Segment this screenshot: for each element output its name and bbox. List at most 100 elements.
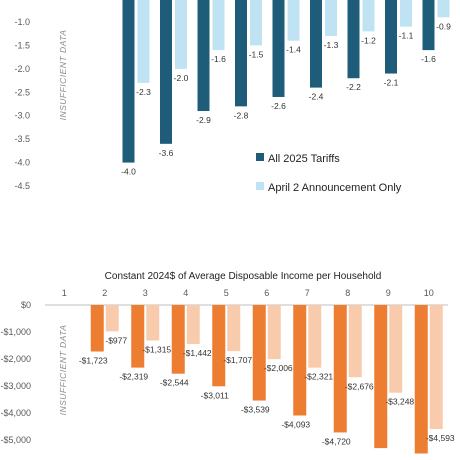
- bottom-data-labels: -$1,723 -$977 -$2,319 -$1,315 -$2,544 -$1,442…: [79, 335, 455, 446]
- top-y-tick-4-5: -4.5: [14, 181, 30, 191]
- bottom-bar-april2-7: [308, 305, 322, 368]
- top-label-all-tariffs-8: -2.2: [346, 82, 361, 92]
- bottom-chart: Constant 2024$ of Average Disposable Inc…: [0, 271, 455, 454]
- top-bar-all-tariffs-5: [235, 0, 247, 107]
- top-bar-april2-6: [287, 0, 300, 41]
- top-label-april2-3: -2.0: [174, 73, 189, 83]
- top-label-all-tariffs-7: -2.4: [309, 92, 324, 102]
- bottom-bars: [90, 305, 443, 454]
- top-label-april2-9: -1.1: [399, 31, 414, 41]
- bottom-category-2: 2: [102, 288, 107, 298]
- bottom-category-9: 9: [386, 288, 391, 298]
- top-bar-april2-9: [400, 0, 412, 27]
- bottom-y-tick-4-000: -$4,000: [0, 408, 31, 418]
- top-label-all-tariffs-4: -2.9: [196, 115, 211, 125]
- bottom-bar-all-tariffs-8: [333, 305, 347, 433]
- bottom-label-april2-7: -$2,321: [304, 372, 333, 382]
- bottom-bar-april2-3: [146, 305, 160, 341]
- bottom-bar-all-tariffs-7: [293, 305, 307, 416]
- bottom-label-april2-9: -$3,248: [385, 397, 414, 407]
- bottom-bar-all-tariffs-6: [252, 305, 266, 401]
- top-bar-april2-3: [175, 0, 187, 69]
- top-label-all-tariffs-3: -3.6: [159, 148, 174, 158]
- top-bar-all-tariffs-10: [422, 0, 435, 51]
- top-insufficient-data-note: INSUFFICIENT DATA: [58, 30, 68, 121]
- top-y-tick-3-0: -3.0: [14, 111, 30, 121]
- top-bar-all-tariffs-7: [310, 0, 322, 88]
- bottom-bar-april2-8: [348, 305, 362, 378]
- top-bar-april2-10: [437, 0, 450, 18]
- bottom-bar-all-tariffs-5: [212, 305, 226, 387]
- bottom-chart-title: Constant 2024$ of Average Disposable Inc…: [105, 271, 382, 282]
- top-y-tick-1-5: -1.5: [14, 40, 30, 50]
- legend-label-all-tariffs: All 2025 Tariffs: [268, 153, 340, 165]
- bottom-y-tick-1-000: -$1,000: [0, 327, 31, 337]
- bottom-bar-april2-5: [227, 305, 241, 352]
- top-label-april2-5: -1.5: [249, 49, 264, 59]
- bottom-label-all-tariffs-6: -$3,539: [241, 405, 270, 415]
- bottom-bar-april2-2: [105, 305, 119, 332]
- top-bar-all-tariffs-4: [197, 0, 210, 112]
- top-bar-april2-8: [362, 0, 375, 32]
- bottom-y-tick-5-000: -$5,000: [0, 435, 31, 445]
- bottom-category-1: 1: [62, 288, 67, 298]
- bottom-bar-all-tariffs-3: [131, 305, 145, 368]
- top-label-april2-7: -1.3: [324, 40, 339, 50]
- top-label-all-tariffs-5: -2.8: [234, 110, 249, 120]
- bottom-label-april2-6: -$2,006: [264, 363, 293, 373]
- bottom-label-all-tariffs-4: -$2,544: [160, 378, 189, 388]
- bottom-y-axis: $0 -$1,000 -$2,000 -$3,000 -$4,000 -$5,000: [0, 300, 31, 445]
- top-label-april2-6: -1.4: [286, 45, 301, 55]
- bottom-label-april2-5: -$1,707: [223, 355, 252, 365]
- legend-swatch-april2: [256, 182, 264, 190]
- bottom-y-tick-0: $0: [21, 300, 31, 310]
- top-bar-all-tariffs-6: [272, 0, 285, 97]
- bottom-label-all-tariffs-3: -$2,319: [119, 372, 148, 382]
- top-bar-april2-2: [137, 0, 150, 83]
- bottom-bar-april2-4: [186, 305, 200, 344]
- bottom-category-5: 5: [224, 288, 229, 298]
- top-bar-april2-7: [325, 0, 337, 37]
- bottom-label-all-tariffs-8: -$4,720: [322, 436, 351, 446]
- bottom-bar-april2-9: [389, 305, 403, 393]
- bottom-category-7: 7: [305, 288, 310, 298]
- top-y-tick-1-0: -1.0: [14, 17, 30, 27]
- bottom-bar-april2-6: [267, 305, 281, 360]
- top-y-tick-2-5: -2.5: [14, 87, 30, 97]
- top-label-all-tariffs-6: -2.6: [271, 101, 286, 111]
- bottom-category-8: 8: [345, 288, 350, 298]
- top-y-axis: -1.0 -1.5 -2.0 -2.5 -3.0 -3.5 -4.0 -4.5: [14, 17, 30, 191]
- bottom-label-april2-4: -$1,442: [183, 348, 212, 358]
- bottom-category-6: 6: [264, 288, 269, 298]
- top-label-april2-8: -1.2: [361, 35, 376, 45]
- top-bar-all-tariffs-3: [160, 0, 172, 144]
- bottom-label-april2-10: -$4,593: [426, 433, 455, 443]
- top-legend: All 2025 Tariffs April 2 Announcement On…: [256, 153, 402, 194]
- legend-swatch-all-tariffs: [256, 153, 264, 161]
- top-label-all-tariffs-10: -1.6: [421, 54, 436, 64]
- bottom-y-tick-3-000: -$3,000: [0, 381, 31, 391]
- bottom-label-april2-2: -$977: [105, 335, 127, 345]
- top-data-labels: -4.0 -2.3 -3.6 -2.0 -2.9 -1.6 -2.8 -1.5 -2.6 -1.4…: [121, 21, 451, 176]
- bottom-bar-all-tariffs-2: [90, 305, 104, 352]
- top-bar-all-tariffs-9: [385, 0, 397, 74]
- top-label-april2-10: -0.9: [436, 21, 451, 31]
- bottom-category-4: 4: [183, 288, 188, 298]
- top-label-all-tariffs-9: -2.1: [384, 78, 399, 88]
- bottom-label-april2-8: -$2,676: [345, 381, 374, 391]
- bottom-label-all-tariffs-7: -$4,093: [281, 420, 310, 430]
- bottom-category-3: 3: [143, 288, 148, 298]
- top-bar-all-tariffs-2: [122, 0, 135, 163]
- legend-label-april2: April 2 Announcement Only: [268, 182, 402, 194]
- bottom-bar-april2-10: [429, 305, 443, 430]
- bottom-bar-all-tariffs-9: [374, 305, 388, 449]
- bottom-category-10: 10: [424, 288, 434, 298]
- bottom-label-all-tariffs-2: -$1,723: [79, 356, 108, 366]
- bottom-y-tick-2-000: -$2,000: [0, 354, 31, 364]
- top-y-tick-4-0: -4.0: [14, 158, 30, 168]
- top-label-all-tariffs-2: -4.0: [121, 167, 136, 177]
- bottom-insufficient-data-note: INSUFFICIENT DATA: [58, 325, 68, 416]
- top-label-april2-4: -1.6: [211, 54, 226, 64]
- top-bar-april2-4: [212, 0, 225, 51]
